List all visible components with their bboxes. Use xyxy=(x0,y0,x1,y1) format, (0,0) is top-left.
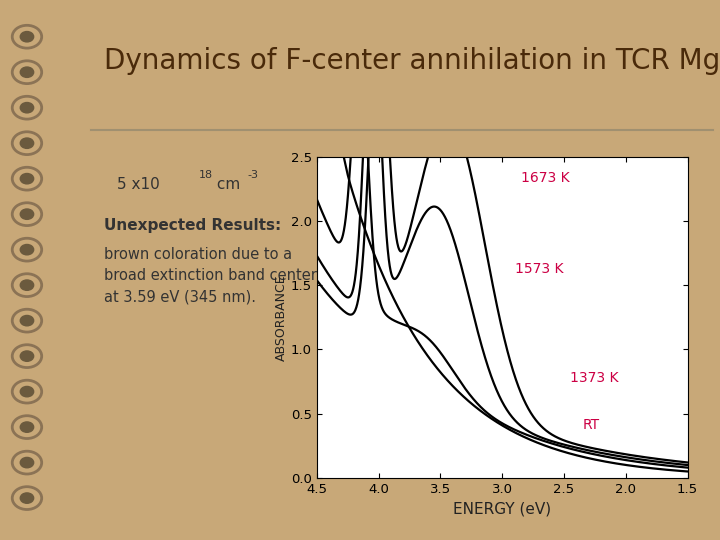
Circle shape xyxy=(20,138,34,149)
Circle shape xyxy=(20,422,34,433)
Text: -3: -3 xyxy=(247,170,258,180)
Text: 1573 K: 1573 K xyxy=(515,262,563,276)
Circle shape xyxy=(20,173,34,184)
Y-axis label: ABSORBANCE: ABSORBANCE xyxy=(275,274,288,361)
Circle shape xyxy=(20,493,34,503)
Text: 18: 18 xyxy=(199,170,213,180)
Text: Unexpected Results:: Unexpected Results: xyxy=(104,218,282,233)
X-axis label: ENERGY (eV): ENERGY (eV) xyxy=(453,501,552,516)
Circle shape xyxy=(20,31,34,42)
Circle shape xyxy=(20,67,34,77)
Text: 1673 K: 1673 K xyxy=(521,171,570,185)
Circle shape xyxy=(20,351,34,361)
Text: 5 x10: 5 x10 xyxy=(117,177,160,192)
Circle shape xyxy=(20,280,34,291)
Circle shape xyxy=(20,387,34,397)
Text: 1373 K: 1373 K xyxy=(570,372,618,386)
Text: RT: RT xyxy=(582,417,600,431)
Circle shape xyxy=(20,245,34,255)
Circle shape xyxy=(20,209,34,219)
Circle shape xyxy=(20,103,34,113)
Circle shape xyxy=(20,457,34,468)
Circle shape xyxy=(20,315,34,326)
Text: Dynamics of F-center annihilation in TCR MgO: Dynamics of F-center annihilation in TCR… xyxy=(104,47,720,75)
Text: brown coloration due to a
broad extinction band centered
at 3.59 eV (345 nm).: brown coloration due to a broad extincti… xyxy=(104,247,335,305)
Text: cm: cm xyxy=(212,177,240,192)
